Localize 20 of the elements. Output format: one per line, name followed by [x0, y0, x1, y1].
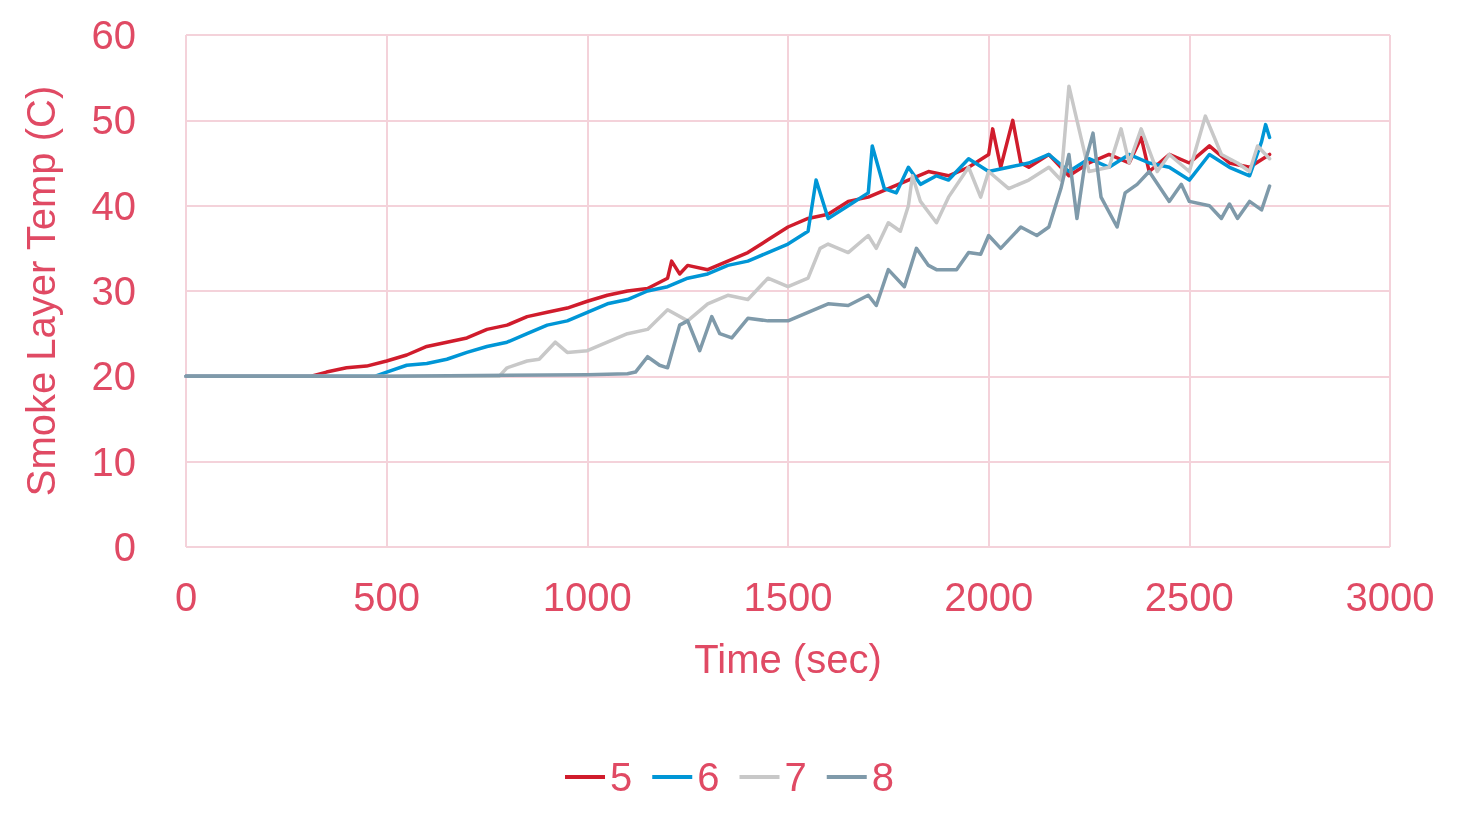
y-tick-label: 10: [91, 439, 136, 484]
x-axis-title: Time (sec): [694, 637, 882, 681]
x-tick-label: 1500: [743, 575, 833, 619]
y-tick-label: 40: [91, 183, 136, 228]
y-tick-label: 20: [91, 354, 136, 399]
legend-label: 7: [784, 755, 807, 799]
x-tick-label: 1000: [542, 575, 632, 619]
x-tick-label: 3000: [1345, 575, 1435, 619]
y-tick-label: 0: [113, 525, 136, 569]
x-tick-label: 2000: [944, 575, 1034, 619]
legend-label: 6: [697, 755, 720, 799]
legend-label: 5: [610, 755, 633, 799]
y-axis-title: Smoke Layer Temp (C): [19, 85, 63, 497]
legend-label: 8: [871, 755, 894, 799]
y-tick-label: 30: [91, 269, 136, 313]
x-tick-label: 0: [174, 575, 198, 619]
y-tick-label: 60: [91, 13, 136, 57]
x-tick-label: 2500: [1144, 575, 1234, 619]
y-tick-label: 50: [91, 98, 136, 143]
x-tick-label: 500: [353, 575, 421, 619]
